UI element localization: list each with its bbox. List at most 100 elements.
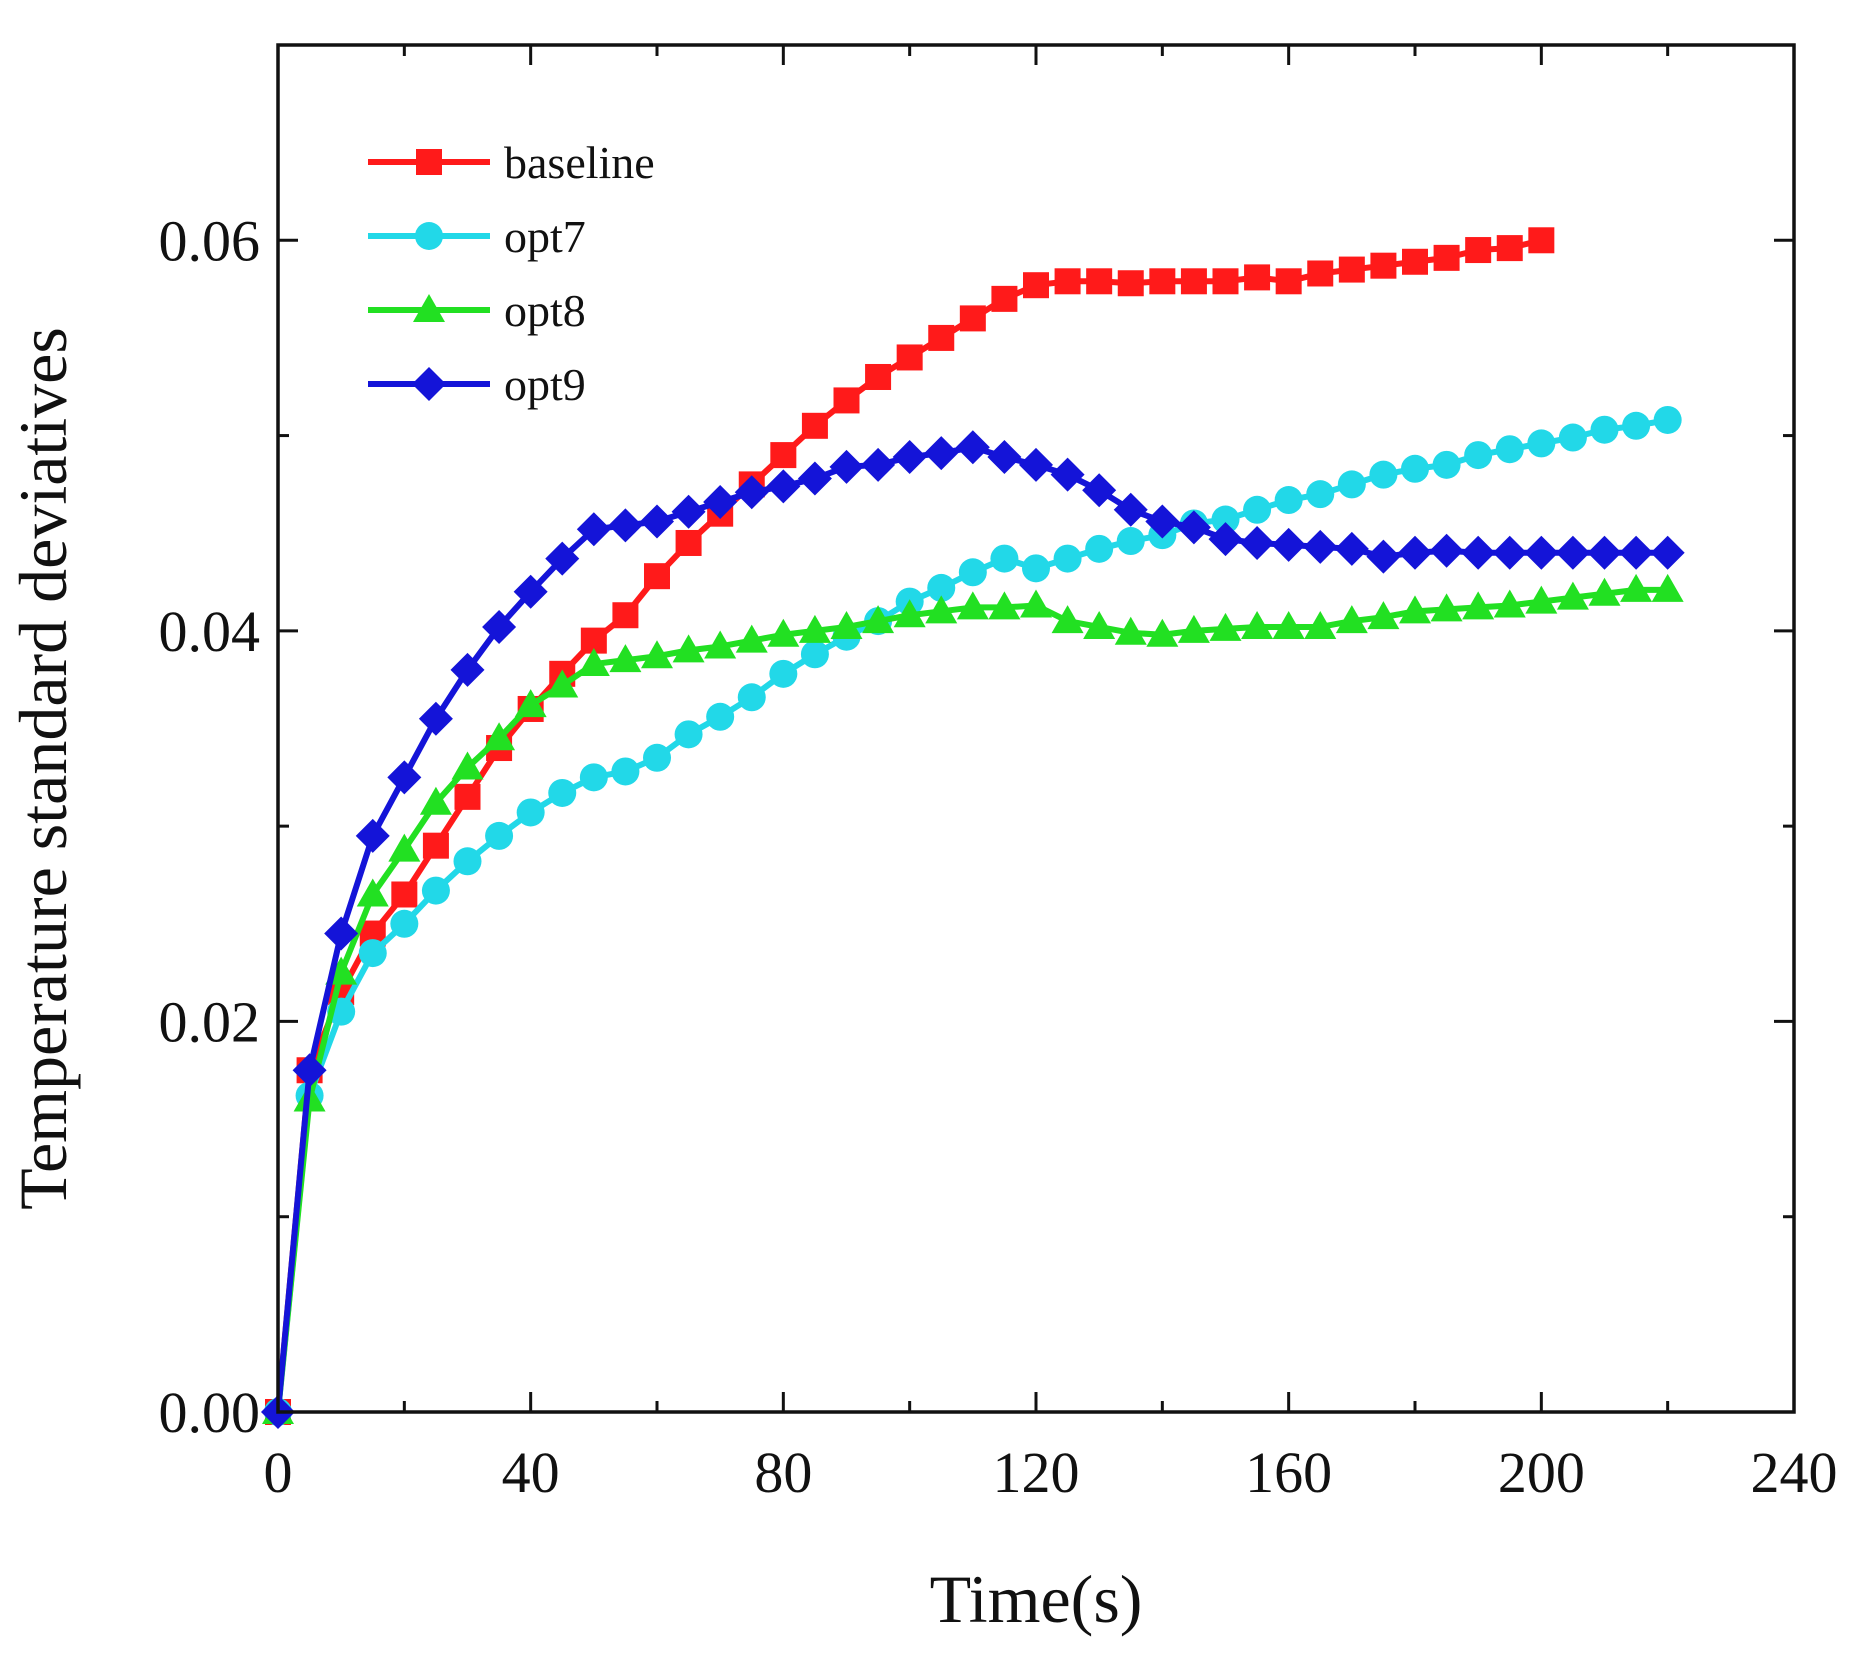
data-point-opt8 (1462, 591, 1495, 620)
y-tick-label: 0.06 (159, 208, 261, 273)
data-point-opt7 (1211, 505, 1240, 534)
data-point-opt9 (1050, 457, 1085, 492)
data-point-baseline (675, 529, 702, 556)
data-point-baseline (391, 881, 418, 908)
data-point-opt7 (1432, 450, 1461, 479)
data-point-opt7 (1116, 527, 1145, 556)
data-point-opt9 (1587, 535, 1622, 570)
data-point-opt7 (390, 909, 419, 938)
data-point-opt7 (958, 558, 987, 587)
data-point-opt9 (1082, 473, 1117, 508)
data-point-opt8 (514, 689, 547, 718)
legend-label: opt9 (504, 359, 586, 410)
data-point-opt7 (1464, 441, 1493, 470)
data-point-opt9 (1176, 510, 1211, 545)
data-point-opt8 (1525, 585, 1558, 614)
data-point-opt8 (1304, 610, 1337, 639)
data-point-baseline (1149, 268, 1176, 295)
data-point-opt8 (988, 591, 1021, 620)
data-point-opt9 (1429, 533, 1464, 568)
data-point-opt8 (483, 722, 516, 751)
data-point-opt8 (1146, 618, 1179, 647)
data-point-opt8 (1051, 605, 1084, 634)
data-point-opt7 (1053, 544, 1082, 573)
data-point-opt9 (1303, 529, 1338, 564)
data-point-opt8 (388, 833, 421, 862)
data-point-opt9 (545, 541, 580, 576)
data-point-baseline (1054, 268, 1081, 295)
data-point-opt8 (1620, 573, 1653, 602)
data-point-opt9 (1650, 535, 1685, 570)
data-point-opt7 (990, 544, 1019, 573)
data-point-opt7 (485, 821, 514, 850)
y-tick-label: 0.00 (159, 1380, 261, 1445)
data-point-baseline (928, 324, 955, 351)
data-point-opt8 (862, 605, 895, 634)
data-point-opt8 (1588, 577, 1621, 606)
legend-item-baseline: baseline (368, 137, 655, 188)
data-point-baseline (1275, 268, 1302, 295)
data-point-opt8 (577, 648, 610, 677)
data-point-baseline (1402, 248, 1428, 275)
data-point-opt9 (1555, 535, 1590, 570)
data-point-opt9 (892, 440, 927, 475)
data-point-opt8 (925, 595, 958, 624)
data-point-opt8 (893, 599, 926, 628)
data-point-opt9 (576, 512, 611, 547)
data-point-opt9 (1461, 535, 1496, 570)
legend: baseline opt7 opt8 opt9 (368, 137, 655, 410)
data-point-opt9 (387, 760, 422, 795)
data-point-opt7 (453, 847, 482, 876)
data-point-opt7 (769, 659, 798, 688)
series-layer (261, 227, 1685, 1429)
data-point-opt7 (1401, 454, 1429, 483)
data-point-opt9 (355, 818, 390, 853)
data-point-opt7 (1243, 495, 1272, 524)
data-point-baseline (1212, 268, 1239, 295)
data-point-baseline (1338, 256, 1365, 283)
data-point-baseline (1180, 268, 1207, 295)
data-point-opt8 (1493, 589, 1526, 618)
data-point-opt7 (1022, 554, 1050, 583)
data-point-opt9 (418, 701, 453, 736)
data-point-opt9 (482, 609, 517, 644)
data-point-opt8 (419, 786, 452, 815)
data-point-opt8 (641, 640, 673, 669)
data-point-opt8 (704, 630, 737, 659)
data-point-opt7 (611, 757, 640, 786)
x-tick-label: 0 (264, 1440, 293, 1505)
data-point-opt9 (1019, 447, 1053, 482)
data-point-opt9 (1113, 492, 1148, 527)
data-point-opt8 (1241, 610, 1274, 639)
data-point-opt7 (1622, 411, 1651, 440)
data-point-opt7 (1085, 534, 1114, 563)
x-tick-label: 160 (1245, 1440, 1332, 1505)
data-point-opt7 (1495, 435, 1524, 464)
data-point-baseline (1023, 272, 1049, 299)
x-tick-label: 80 (754, 1440, 812, 1505)
data-point-opt8 (1399, 595, 1431, 624)
x-tick-label: 40 (502, 1440, 560, 1505)
data-point-opt8 (451, 751, 484, 780)
data-point-baseline (991, 285, 1018, 312)
data-point-opt9 (292, 1053, 327, 1088)
data-point-baseline (1244, 264, 1271, 291)
data-point-opt8 (1209, 612, 1242, 641)
legend-marker (416, 149, 442, 175)
data-point-opt7 (1274, 486, 1303, 515)
data-point-baseline (959, 305, 986, 332)
series-opt9 (261, 430, 1685, 1429)
tick-label-layer: 0 40 80 120 160 200 240 0.00 0.02 0.04 0.06 (159, 208, 1838, 1505)
data-point-opt7 (1558, 423, 1587, 452)
data-point-opt9 (450, 652, 485, 687)
data-point-baseline (1086, 268, 1113, 295)
data-point-opt9 (513, 574, 548, 609)
legend-item-opt8: opt8 (368, 285, 586, 336)
data-point-opt7 (358, 939, 387, 968)
data-point-baseline (422, 832, 449, 859)
data-point-opt8 (735, 624, 768, 653)
data-point-opt9 (703, 484, 738, 519)
data-point-opt8 (956, 591, 989, 620)
data-point-opt8 (1430, 593, 1463, 622)
